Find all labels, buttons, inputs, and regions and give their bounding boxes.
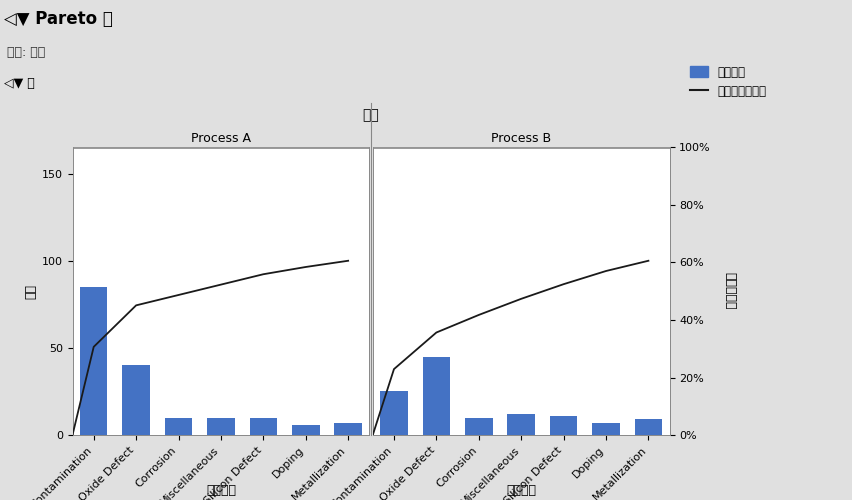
Text: 频数: 计数: 频数: 计数 [7,46,45,59]
Text: Process A: Process A [191,132,250,144]
Bar [122,366,150,435]
Bar [591,423,619,435]
Bar [422,356,450,435]
Bar [334,423,361,435]
Legend: 全部原因, 累积百分比曲线: 全部原因, 累积百分比曲线 [685,61,770,102]
Bar [634,420,661,435]
Bar [550,416,577,435]
Bar [80,287,107,435]
Y-axis label: 累积百分比: 累积百分比 [722,272,735,310]
Text: 工序: 工序 [362,108,379,122]
Bar [250,418,277,435]
Bar [164,418,192,435]
Text: Process B: Process B [491,132,550,144]
Y-axis label: 计数: 计数 [25,284,37,298]
Text: 失效原因: 失效原因 [505,484,536,498]
Bar [507,414,534,435]
Bar [207,418,234,435]
Text: ◁▼ Pareto 图: ◁▼ Pareto 图 [4,10,113,28]
Text: ◁▼ 图: ◁▼ 图 [4,77,35,90]
Text: 失效原因: 失效原因 [205,484,236,498]
Bar [464,418,492,435]
Bar [291,424,320,435]
Bar [380,392,407,435]
